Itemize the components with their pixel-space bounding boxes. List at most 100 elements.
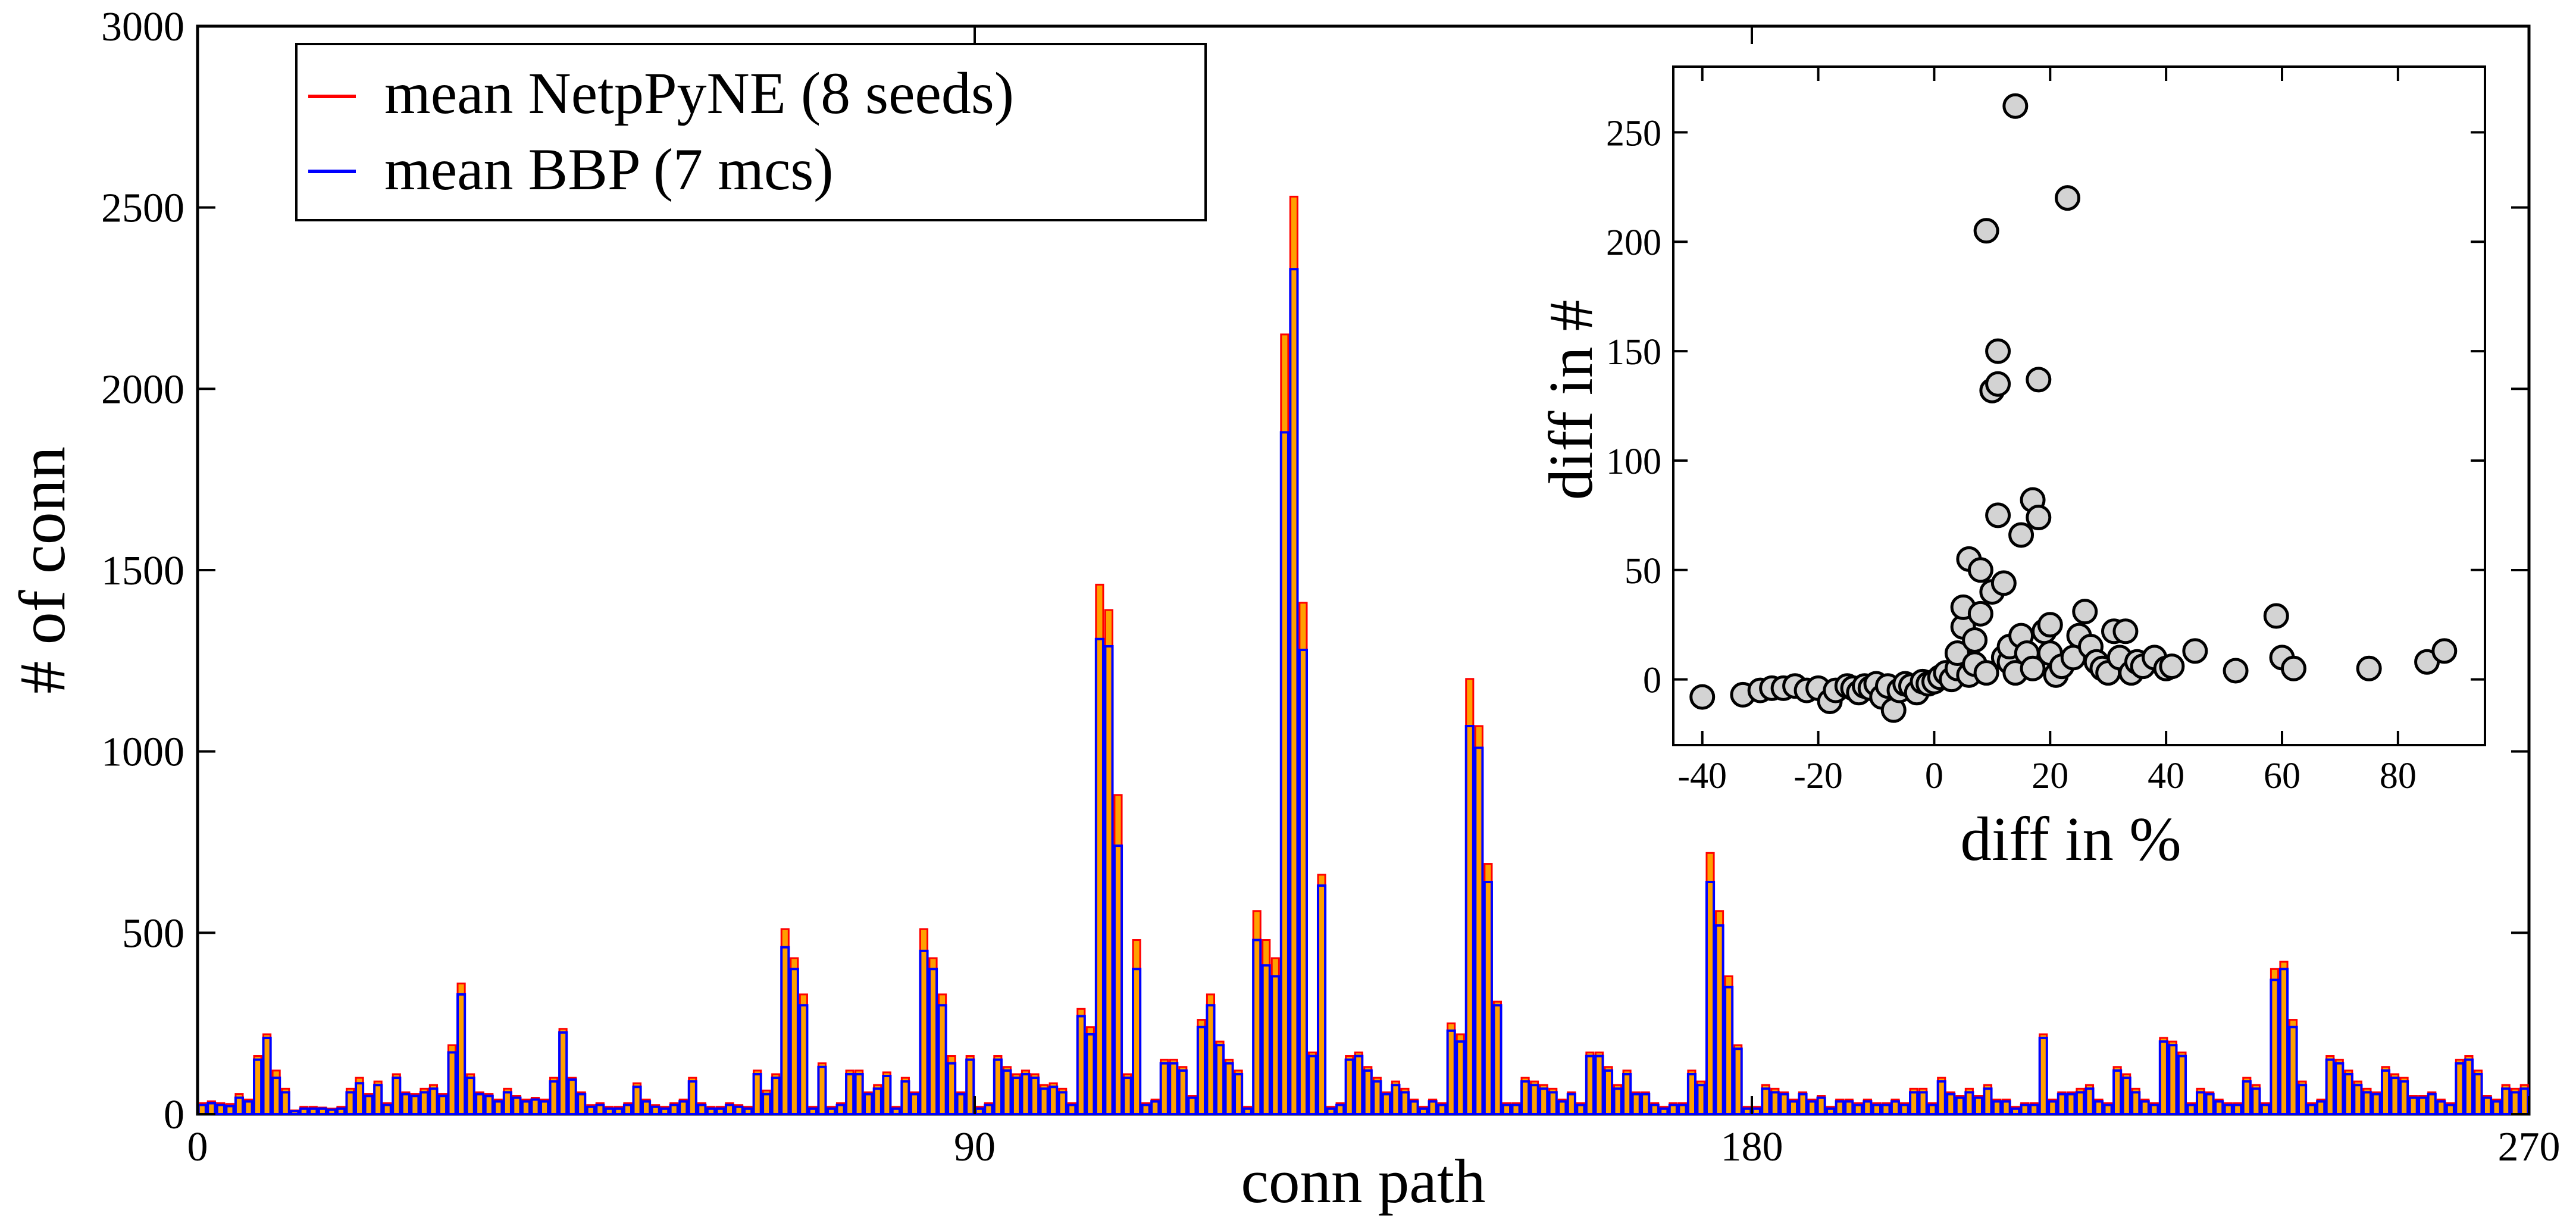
bar-bbp	[1474, 746, 1484, 1116]
scatter-point	[2020, 655, 2046, 681]
inset-y-tick-label: 50	[1625, 551, 1661, 592]
bar-bbp	[1039, 1087, 1049, 1116]
main-y-tick-label: 500	[122, 911, 184, 956]
bar-bbp	[1094, 637, 1104, 1115]
bar-bbp	[1964, 1091, 1974, 1115]
main-x-tick-label: 270	[2498, 1124, 2561, 1170]
bar-bbp	[1085, 1033, 1095, 1115]
inset-x-tick-label: -20	[1794, 756, 1843, 796]
legend-label-bbp: mean BBP (7 mcs)	[384, 136, 834, 202]
bar-bbp	[1307, 1055, 1317, 1116]
bar-bbp	[2195, 1091, 2206, 1115]
inset-x-tick-label: 20	[2032, 756, 2068, 796]
bar-bbp	[1677, 1103, 1688, 1116]
bar-bbp	[1122, 1077, 1132, 1115]
bar-bbp	[1242, 1107, 1253, 1115]
bar-bbp	[2075, 1091, 2086, 1115]
bar-bbp	[826, 1107, 837, 1115]
inset-chart: -40 -20 0 20 40 60 80 0 50 100 150 200 250 diff in …	[1536, 65, 2486, 874]
inset-x-tick-label: -40	[1677, 756, 1727, 796]
scatter-point	[2112, 618, 2139, 645]
bar-bbp	[595, 1103, 605, 1116]
bar-bbp	[1779, 1093, 1789, 1116]
bar-bbp	[947, 1062, 957, 1116]
bar-bbp	[2020, 1103, 2030, 1116]
bar-bbp	[345, 1091, 355, 1115]
scatter-point	[2072, 599, 2098, 625]
bar-bbp	[1576, 1103, 1586, 1116]
bar-bbp	[1029, 1077, 1040, 1115]
bar-bbp	[252, 1058, 263, 1115]
bar-bbp	[1067, 1103, 1077, 1116]
bar-bbp	[2214, 1100, 2224, 1116]
bar-bbp	[502, 1091, 512, 1115]
bar-bbp	[882, 1075, 892, 1116]
bar-bbp	[965, 1058, 975, 1115]
bar-bbp	[2242, 1080, 2252, 1116]
bar-bbp	[1641, 1093, 1651, 1116]
bar-bbp	[604, 1107, 614, 1115]
bar-bbp	[1816, 1096, 1826, 1115]
bar-bbp	[817, 1065, 827, 1115]
bar-bbp	[1316, 884, 1327, 1115]
scatter-point	[1967, 600, 1993, 627]
bar-bbp	[2418, 1096, 2428, 1115]
bar-bbp	[1206, 1004, 1216, 1115]
scatter-point	[1689, 684, 1716, 710]
bar-bbp	[1798, 1093, 1808, 1116]
bar-bbp	[2121, 1077, 2131, 1115]
bar-bbp	[1899, 1103, 1910, 1116]
scatter-point	[2159, 653, 2185, 680]
bar-bbp	[771, 1077, 781, 1115]
bar-bbp	[1187, 1096, 1197, 1115]
inset-y-ticks: 0 50 100 150 200 250	[1606, 113, 2485, 701]
bar-bbp	[2251, 1087, 2261, 1116]
bar-bbp	[2306, 1103, 2317, 1116]
bar-bbp	[1788, 1100, 1799, 1116]
inset-y-tick-label: 0	[1643, 661, 1661, 701]
bar-bbp	[1224, 1062, 1234, 1116]
bar-bbp	[2093, 1100, 2104, 1116]
bar-bbp	[1363, 1069, 1373, 1116]
bar-bbp	[706, 1107, 716, 1115]
bar-bbp	[845, 1072, 855, 1116]
bar-bbp	[1381, 1093, 1391, 1116]
bar-bbp	[2260, 1103, 2270, 1116]
bar-bbp	[900, 1080, 910, 1116]
scatter-point	[1985, 371, 2011, 397]
bar-bbp	[687, 1080, 697, 1116]
bar-bbp	[2057, 1093, 2067, 1116]
bar-bbp	[715, 1107, 725, 1115]
bar-bbp	[1270, 975, 1281, 1116]
scatter-point	[2223, 658, 2249, 684]
main-y-tick-label: 2000	[101, 367, 184, 412]
bar-bbp	[909, 1093, 920, 1116]
bar-bbp	[2149, 1103, 2159, 1116]
bar-bbp	[1863, 1100, 1873, 1116]
bar-bbp	[1372, 1080, 1382, 1116]
bar-bbp	[1113, 844, 1123, 1116]
bar-bbp	[1622, 1072, 1632, 1116]
bar-bbp	[1234, 1072, 1244, 1116]
bar-bbp	[567, 1078, 577, 1115]
bar-bbp	[1853, 1103, 1863, 1116]
bar-bbp	[2048, 1100, 2058, 1116]
scatter-point	[2263, 603, 2289, 629]
bar-bbp	[475, 1093, 485, 1116]
inset-y-tick-label: 250	[1606, 113, 1661, 154]
bar-bbp	[650, 1105, 661, 1116]
bar-bbp	[1566, 1093, 1576, 1116]
bar-bbp	[2390, 1077, 2400, 1115]
inset-points	[1689, 93, 2458, 723]
inset-x-tick-label: 60	[2264, 756, 2300, 796]
bar-bbp	[1150, 1100, 1160, 1116]
bar-bbp	[2380, 1069, 2391, 1116]
scatter-point	[2280, 655, 2306, 681]
bar-bbp	[2158, 1040, 2168, 1115]
bar-bbp	[327, 1108, 337, 1115]
legend-label-netpyne: mean NetpPyNE (8 seeds)	[384, 60, 1014, 126]
bar-bbp	[1955, 1096, 1965, 1115]
